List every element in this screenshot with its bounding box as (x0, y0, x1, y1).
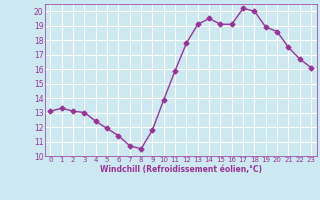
X-axis label: Windchill (Refroidissement éolien,°C): Windchill (Refroidissement éolien,°C) (100, 165, 262, 174)
